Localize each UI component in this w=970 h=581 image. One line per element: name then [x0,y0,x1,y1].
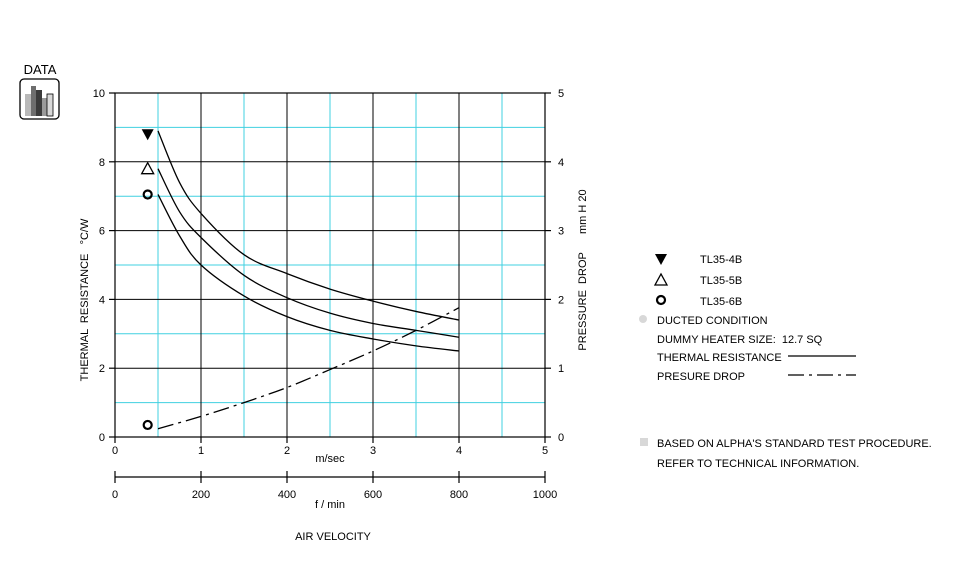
y-right-tick-label: 5 [558,88,564,100]
marker-open-triangle [140,161,155,175]
y-right-tick-label: 2 [558,294,564,306]
y-left-tick-label: 6 [99,226,105,238]
x-tick-label: 2 [284,445,290,457]
y-right-tick-label: 0 [558,432,564,444]
x-tick-label: 5 [542,445,548,457]
y-left-tick-label: 2 [99,363,105,375]
badge-label: DATA [24,62,57,77]
x-secondary-tick-label: 1000 [533,489,557,501]
legend-label-tl35-5b: TL35-5B [700,275,742,287]
note-line-2: REFER TO TECHNICAL INFORMATION. [657,458,859,470]
x-axis-label-secondary: f / min [315,499,345,511]
legend-pressure: PRESURE DROP [657,371,745,383]
x-axis-title: AIR VELOCITY [295,531,371,543]
x-tick-label: 3 [370,445,376,457]
y-left-tick-label: 8 [99,157,105,169]
x-secondary-tick-label: 200 [192,489,210,501]
filled-triangle-icon [655,254,667,265]
series-line-tl35-5b [157,168,460,338]
data-badge: DATA [19,62,60,120]
y-axis-right-title: PRESSURE DROP mm H 20 [577,189,589,350]
y-left-tick-label: 4 [99,294,105,306]
legend-heater: DUMMY HEATER SIZE: 12.7 SQ [657,334,823,346]
open-triangle-icon [653,272,669,286]
open-circle-icon [655,294,667,306]
legend: TL35-4B TL35-5B TL35-6B DUCTED CONDITION… [639,254,932,470]
plot-frame [114,92,546,438]
marker-open-circle [142,419,153,431]
y-right-tick-label: 4 [558,157,564,169]
y-left-tick-label: 0 [99,432,105,444]
plot-grid [115,93,545,437]
plot-markers [140,129,155,431]
marker-open-circle [142,189,153,200]
legend-label-tl35-4b: TL35-4B [700,254,742,266]
x-secondary-tick-label: 800 [450,489,468,501]
x-tick-label: 0 [112,445,118,457]
x-secondary-tick-label: 600 [364,489,382,501]
series-line-tl35-4b [157,130,460,321]
legend-ducted: DUCTED CONDITION [657,315,768,327]
x-secondary-tick-label: 0 [112,489,118,501]
y-axis-left-title: THERMAL RESISTANCE °C/W [79,218,91,381]
legend-label-tl35-6b: TL35-6B [700,296,742,308]
x-tick-label: 4 [456,445,462,457]
x-tick-label: 1 [198,445,204,457]
x-axis-label-primary: m/sec [315,453,345,465]
note-line-1: BASED ON ALPHA'S STANDARD TEST PROCEDURE… [657,438,932,450]
marker-filled-triangle [141,129,154,141]
plot-curves [157,130,460,430]
series-line-presure-drop [157,307,460,430]
legend-thermal: THERMAL RESISTANCE [657,352,782,364]
y-right-tick-label: 3 [558,226,564,238]
y-left-tick-label: 10 [93,88,105,100]
y-right-tick-label: 1 [558,363,564,375]
note-bullet-icon [640,438,648,446]
series-line-tl35-6b [157,194,460,352]
bullet-icon [639,315,647,323]
x-secondary-tick-label: 400 [278,489,296,501]
